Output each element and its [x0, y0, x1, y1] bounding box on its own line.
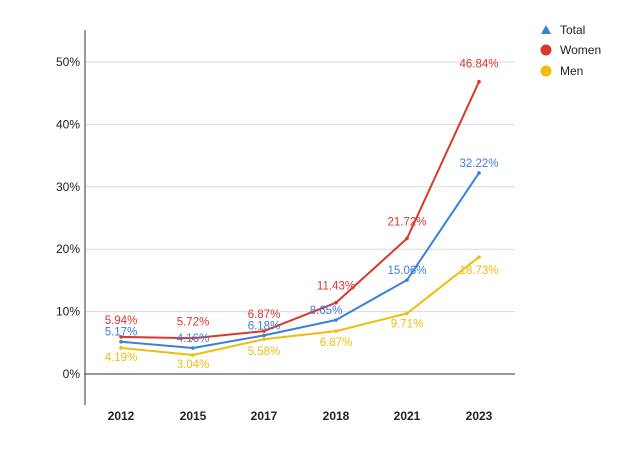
data-point-men	[191, 353, 195, 357]
data-point-men	[477, 255, 481, 259]
x-axis-tick-labels: 2012 2015 2017 2018 2021 2023	[108, 409, 493, 423]
data-point-men	[405, 311, 409, 316]
data-point-total	[191, 346, 195, 350]
series-line-women	[120, 81, 480, 340]
data-label-total: 32.22%	[459, 158, 498, 170]
data-label-men: 4.19%	[105, 352, 138, 364]
data-label-total: 15.06%	[387, 265, 426, 277]
data-point-men	[334, 329, 338, 333]
axes	[84, 30, 515, 405]
legend-label-total: Total	[560, 23, 585, 37]
data-point-total	[477, 171, 481, 175]
legend-marker-women	[540, 44, 552, 56]
x-tick-label: 2018	[323, 409, 350, 423]
data-label-total: 6.18%	[248, 320, 281, 332]
data-point-women	[119, 335, 123, 339]
series-line-men	[120, 256, 480, 356]
data-point-women	[405, 236, 409, 241]
x-tick-label: 2021	[394, 409, 421, 423]
legend-label-women: Women	[560, 43, 601, 57]
x-tick-label: 2023	[466, 409, 493, 423]
series-line-total	[120, 172, 480, 349]
y-tick-label: 50%	[56, 55, 80, 69]
data-label-women: 46.84%	[459, 59, 498, 71]
data-label-women: 11.43%	[317, 281, 355, 293]
data-point-total	[119, 339, 123, 344]
data-label-men: 5.58%	[248, 346, 281, 358]
data-point-men	[262, 337, 266, 341]
data-point-total	[334, 318, 338, 322]
x-tick-label: 2012	[108, 409, 135, 423]
y-axis-tick-labels: 0% 10% 20% 30% 40% 50%	[56, 55, 80, 381]
legend-marker-total	[541, 25, 551, 34]
x-tick-label: 2015	[180, 409, 207, 423]
data-label-women: 21.72%	[387, 216, 426, 228]
legend-label-men: Men	[560, 64, 583, 78]
x-tick-label: 2017	[251, 409, 278, 423]
gridlines	[85, 61, 515, 313]
data-label-women: 6.87%	[248, 309, 281, 321]
data-label-women: 5.72%	[177, 316, 210, 328]
y-tick-label: 40%	[56, 117, 80, 131]
data-point-total	[262, 333, 266, 338]
data-point-women	[262, 329, 266, 333]
data-label-men: 3.04%	[177, 359, 210, 371]
series-lines	[119, 79, 481, 357]
data-point-women	[191, 336, 195, 341]
y-tick-label: 30%	[56, 180, 80, 194]
legend: Total Women Men	[540, 23, 601, 78]
data-point-women	[477, 79, 481, 84]
y-tick-label: 10%	[56, 305, 80, 319]
data-labels: 5.17% 4.16% 6.18% 8.65% 15.06% 32.22% 5.94% 5.7…	[105, 59, 499, 371]
y-tick-label: 0%	[63, 367, 81, 381]
data-label-women: 5.94%	[105, 315, 138, 327]
data-point-women	[334, 300, 338, 305]
data-point-total	[405, 278, 409, 282]
data-label-total: 5.17%	[105, 327, 138, 339]
data-label-men: 18.73%	[459, 265, 498, 277]
data-label-men: 9.71%	[391, 318, 424, 330]
legend-marker-men	[540, 65, 552, 77]
data-label-total: 4.16%	[177, 333, 210, 345]
data-label-total: 8.65%	[310, 305, 343, 317]
y-tick-label: 20%	[56, 242, 80, 256]
data-label-men: 6.87%	[320, 337, 353, 349]
data-point-men	[119, 346, 123, 350]
